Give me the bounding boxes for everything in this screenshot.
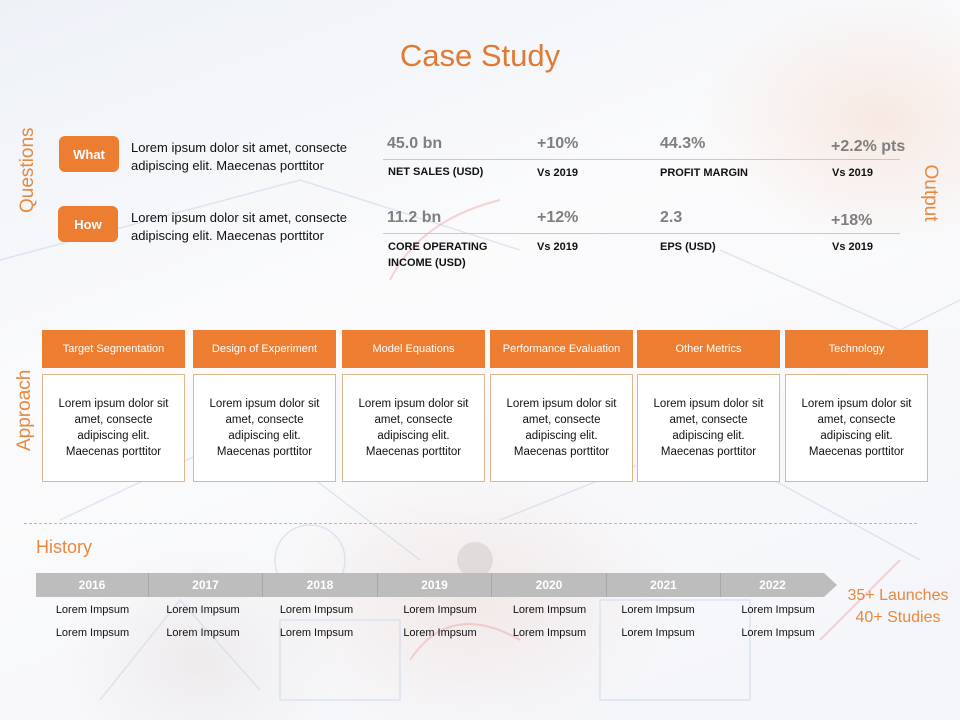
net-sales-value: 45.0 bn xyxy=(387,135,443,152)
timeline-2018-item-2: Lorem Impsum xyxy=(279,627,354,639)
timeline-2018-item-1: Lorem Impsum xyxy=(279,604,354,616)
timeline-year-2017: 2017 xyxy=(149,573,263,597)
launches-count: 35+ Launches xyxy=(847,587,949,604)
timeline-year-2016: 2016 xyxy=(36,573,149,597)
approach-card-technology: Lorem ipsum dolor sit amet, consecte adi… xyxy=(785,374,928,482)
history-section-label: History xyxy=(36,537,93,557)
timeline-track xyxy=(36,573,824,597)
approach-card-other-metrics: Lorem ipsum dolor sit amet, consecte adi… xyxy=(637,374,780,482)
eps-change: +18% xyxy=(831,212,873,229)
profit-margin-value: 44.3% xyxy=(660,135,706,152)
timeline-bar: 2016 2017 2018 2019 2020 2021 2022 xyxy=(36,573,838,597)
questions-section-label: Questions xyxy=(17,127,38,213)
how-question-text: Lorem ipsum dolor sit amet, consecte adi… xyxy=(131,210,348,243)
section-divider xyxy=(24,523,917,524)
timeline-2017-item-1: Lorem Impsum xyxy=(166,604,240,616)
approach-section-label: Approach xyxy=(14,369,35,451)
eps-label: EPS (USD) xyxy=(660,241,716,253)
approach-header-technology: Technology xyxy=(785,330,928,368)
timeline-2022-item-1: Lorem Impsum xyxy=(741,604,815,616)
approach-header-other-metrics: Other Metrics xyxy=(637,330,780,368)
timeline-2022-item-2: Lorem Impsum xyxy=(741,627,815,639)
approach-card-design-of-experiment: Lorem ipsum dolor sit amet, consecte adi… xyxy=(193,374,336,482)
approach-card-target-segmentation: Lorem ipsum dolor sit amet, consecte adi… xyxy=(42,374,185,482)
profit-margin-label: PROFIT MARGIN xyxy=(660,167,748,179)
timeline-arrow-icon xyxy=(824,573,837,597)
page-title: Case Study xyxy=(399,38,561,73)
how-question-button[interactable]: How xyxy=(58,206,118,242)
approach-card-model-equations: Lorem ipsum dolor sit amet, consecte adi… xyxy=(342,374,485,482)
timeline-2021-item-1: Lorem Impsum xyxy=(621,604,695,616)
approach-header-performance-evaluation: Performance Evaluation xyxy=(490,330,633,368)
timeline-year-2020: 2020 xyxy=(492,573,607,597)
metric-divider xyxy=(383,159,900,160)
core-operating-income-label: CORE OPERATING INCOME (USD) xyxy=(388,241,488,269)
core-operating-income-compare: Vs 2019 xyxy=(537,241,578,253)
net-sales-compare: Vs 2019 xyxy=(537,167,578,179)
timeline-year-2018: 2018 xyxy=(263,573,378,597)
timeline-year-2022: 2022 xyxy=(759,578,786,592)
output-section-label: Output xyxy=(920,164,941,222)
approach-card-performance-evaluation: Lorem ipsum dolor sit amet, consecte adi… xyxy=(490,374,633,482)
timeline-2019-item-1: Lorem Impsum xyxy=(403,604,477,616)
history-summary: 35+ Launches 40+ Studies xyxy=(838,585,958,629)
what-question-text: Lorem ipsum dolor sit amet, consecte adi… xyxy=(131,140,348,173)
what-question-button[interactable]: What xyxy=(59,136,119,172)
studies-count: 40+ Studies xyxy=(855,609,941,626)
timeline-2019-item-2: Lorem Impsum xyxy=(403,627,477,639)
timeline-year-2019: 2019 xyxy=(378,573,492,597)
eps-compare: Vs 2019 xyxy=(832,241,873,253)
profit-margin-change: +2.2% pts xyxy=(831,138,906,155)
core-operating-income-value: 11.2 bn xyxy=(387,209,442,226)
net-sales-change: +10% xyxy=(537,135,579,152)
profit-margin-compare: Vs 2019 xyxy=(832,167,873,179)
timeline-2016-item-2: Lorem Impsum xyxy=(55,627,130,639)
timeline-year-2021: 2021 xyxy=(607,573,721,597)
net-sales-label: NET SALES (USD) xyxy=(388,166,484,178)
core-operating-income-change: +12% xyxy=(537,209,579,226)
approach-header-model-equations: Model Equations xyxy=(342,330,485,368)
timeline-2020-item-1: Lorem Impsum xyxy=(512,604,587,616)
timeline-2021-item-2: Lorem Impsum xyxy=(621,627,695,639)
timeline-2016-item-1: Lorem Impsum xyxy=(55,604,130,616)
approach-header-target-segmentation: Target Segmentation xyxy=(42,330,185,368)
timeline-2020-item-2: Lorem Impsum xyxy=(512,627,587,639)
approach-header-design-of-experiment: Design of Experiment xyxy=(193,330,336,368)
timeline-2017-item-2: Lorem Impsum xyxy=(166,627,240,639)
metric-divider xyxy=(383,233,900,234)
eps-value: 2.3 xyxy=(660,209,683,226)
